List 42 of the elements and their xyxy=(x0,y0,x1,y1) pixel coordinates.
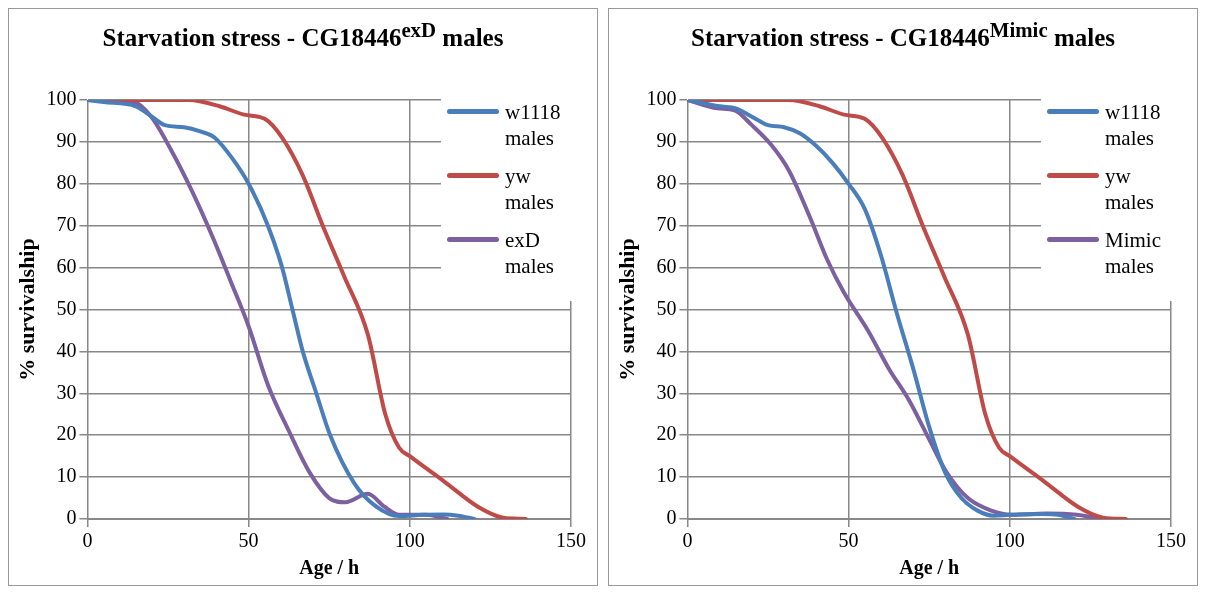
chart-title: Starvation stress - CG18446$^{exD}$ males xyxy=(101,17,505,54)
y-tick-label: 90 xyxy=(656,129,677,152)
x-tick-label: 50 xyxy=(238,529,259,552)
y-tick-label: 0 xyxy=(66,506,77,529)
y-axis-title: % survivalship xyxy=(13,238,39,381)
y-tick-label: 0 xyxy=(666,506,677,529)
y-tick-label: 50 xyxy=(56,296,77,319)
y-tick-label: 30 xyxy=(656,380,677,403)
y-tick-label: 20 xyxy=(656,422,677,445)
chart-title: Starvation stress - CG18446$^{Mimic}$ males xyxy=(690,17,1116,54)
y-tick-label: 70 xyxy=(56,212,77,235)
y-tick-label: 90 xyxy=(56,129,77,152)
y-tick-label: 100 xyxy=(646,87,677,110)
x-tick-label: 150 xyxy=(556,529,586,552)
legend-label: yw males xyxy=(1105,163,1155,215)
legend-label: w1118 males xyxy=(1105,99,1162,151)
y-tick-label: 20 xyxy=(56,422,77,445)
legend-label: w1118 males xyxy=(505,99,562,151)
x-tick-label: 0 xyxy=(82,529,93,552)
y-tick-label: 80 xyxy=(656,171,677,194)
y-tick-label: 10 xyxy=(656,464,677,487)
y-tick-label: 60 xyxy=(56,254,77,277)
y-tick-label: 50 xyxy=(656,296,677,319)
x-tick-label: 150 xyxy=(1156,529,1186,552)
x-axis-title: Age / h xyxy=(899,556,960,580)
x-tick-label: 50 xyxy=(838,529,859,552)
y-tick-label: 60 xyxy=(656,254,677,277)
x-axis-title: Age / h xyxy=(299,556,360,580)
x-tick-label: 100 xyxy=(994,529,1025,552)
y-tick-label: 70 xyxy=(656,212,677,235)
y-tick-label: 100 xyxy=(46,87,77,110)
legend-label: Mimic males xyxy=(1105,227,1162,279)
x-tick-label: 100 xyxy=(394,529,425,552)
legend-label: exD males xyxy=(505,227,555,279)
y-tick-label: 80 xyxy=(56,171,77,194)
y-tick-label: 40 xyxy=(656,338,677,361)
y-tick-label: 10 xyxy=(56,464,77,487)
y-tick-label: 40 xyxy=(56,338,77,361)
x-tick-label: 0 xyxy=(682,529,693,552)
y-tick-label: 30 xyxy=(56,380,77,403)
legend-label: yw males xyxy=(505,163,555,215)
y-axis-title: % survivalship xyxy=(613,238,639,381)
